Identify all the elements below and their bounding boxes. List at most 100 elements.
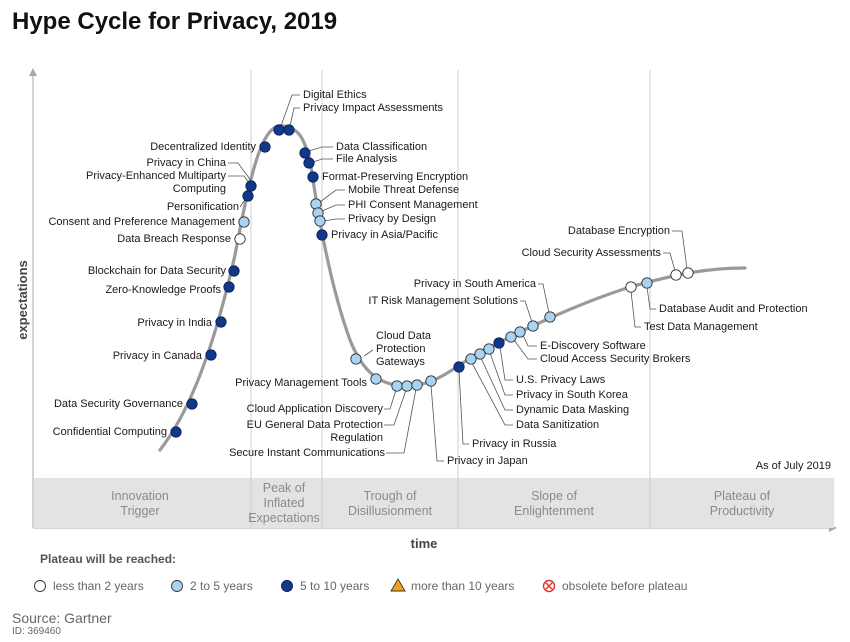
legend: less than 2 years 2 to 5 years 5 to 10 yea… — [34, 578, 687, 593]
label-privacy-in-russia: Privacy in Russia — [472, 438, 557, 450]
leader-it-risk-management-solutions — [520, 300, 533, 323]
legend-title: Plateau will be reached: — [40, 552, 177, 566]
leader-cloud-application-discovery — [384, 389, 397, 410]
label-personification: Personification — [167, 201, 239, 213]
marker-u-s-privacy-laws — [493, 337, 505, 349]
legend-label: 5 to 10 years — [300, 579, 369, 593]
label-eu-general-data-protection-regulation: EU General Data Protection Regulation — [247, 419, 383, 444]
phase-band-background — [34, 478, 834, 528]
label-privacy-in-south-america: Privacy in South America — [414, 278, 537, 290]
marker-digital-ethics — [273, 124, 285, 136]
label-zero-knowledge-proofs: Zero-Knowledge Proofs — [105, 284, 221, 296]
label-mobile-threat-defense: Mobile Threat Defense — [348, 184, 459, 196]
leader-privacy-by-design — [323, 218, 345, 222]
marker-privacy-in-asia-pacific — [316, 229, 328, 241]
label-format-preserving-encryption: Format-Preserving Encryption — [322, 171, 468, 183]
legend-symbol-circle — [171, 580, 183, 592]
leader-secure-instant-communications — [386, 388, 417, 454]
marker-e-discovery-software — [514, 326, 526, 338]
label-data-breach-response: Data Breach Response — [117, 233, 231, 245]
label-privacy-in-japan: Privacy in Japan — [447, 455, 528, 467]
technology-markers — [170, 124, 694, 438]
label-database-encryption: Database Encryption — [568, 225, 670, 237]
label-cloud-security-assessments: Cloud Security Assessments — [522, 247, 662, 259]
label-digital-ethics: Digital Ethics — [303, 89, 367, 101]
chart-title: Hype Cycle for Privacy, 2019 — [12, 8, 338, 35]
marker-test-data-management — [625, 281, 637, 293]
marker-cloud-application-discovery — [391, 380, 403, 392]
leader-dynamic-data-masking — [480, 357, 513, 411]
label-privacy-by-design: Privacy by Design — [348, 213, 436, 225]
label-e-discovery-software: E-Discovery Software — [540, 340, 646, 352]
label-blockchain-for-data-security: Blockchain for Data Security — [88, 265, 227, 277]
label-privacy-enhanced-multiparty-computing: Privacy-Enhanced Multiparty Computing — [86, 170, 227, 195]
leader-database-encryption — [672, 230, 688, 270]
phase-label-slope-of-enlightenment: Slope of Enlightenment — [514, 489, 594, 518]
legend-symbol-circle — [281, 580, 293, 592]
leader-cloud-data-protection-gateways — [363, 349, 374, 357]
label-cloud-data-protection-gateways: Cloud Data Protection Gateways — [376, 330, 432, 368]
marker-database-encryption — [682, 267, 694, 279]
x-axis-title: time — [411, 536, 438, 551]
marker-privacy-impact-assessments — [283, 124, 295, 136]
leader-cloud-security-assessments — [663, 252, 676, 272]
axis-titles: time expectations As of July 2019 — [15, 260, 831, 551]
legend-item-obsolete-before-plateau: obsolete before plateau — [542, 579, 687, 593]
marker-dynamic-data-masking — [474, 348, 486, 360]
label-file-analysis: File Analysis — [336, 153, 398, 165]
marker-privacy-by-design — [314, 215, 326, 227]
legend-item-5-to-10-years: 5 to 10 years — [281, 579, 369, 593]
marker-privacy-enhanced-multiparty-computing — [245, 180, 257, 192]
source-note: Source: Gartner — [12, 610, 112, 626]
y-axis-title: expectations — [15, 260, 30, 339]
legend-symbol-triangle — [390, 578, 406, 592]
marker-blockchain-for-data-security — [228, 265, 240, 277]
leader-data-sanitization — [471, 362, 513, 426]
label-privacy-in-south-korea: Privacy in South Korea — [516, 389, 629, 401]
marker-privacy-in-south-america — [544, 311, 556, 323]
label-data-sanitization: Data Sanitization — [516, 419, 599, 431]
leader-test-data-management — [630, 290, 641, 328]
leader-file-analysis — [312, 158, 333, 163]
marker-zero-knowledge-proofs — [223, 281, 235, 293]
leader-privacy-impact-assessments — [289, 107, 300, 127]
leader-phi-consent-management — [321, 204, 345, 212]
marker-privacy-in-canada — [205, 349, 217, 361]
leader-mobile-threat-defense — [319, 189, 345, 203]
label-privacy-in-canada: Privacy in Canada — [113, 350, 203, 362]
label-database-audit-and-protection: Database Audit and Protection — [659, 303, 808, 315]
legend-symbol-circle — [34, 580, 46, 592]
leader-database-audit-and-protection — [646, 286, 656, 310]
marker-personification — [242, 190, 254, 202]
marker-data-classification — [299, 147, 311, 159]
label-privacy-in-asia-pacific: Privacy in Asia/Pacific — [331, 229, 438, 241]
marker-database-audit-and-protection — [641, 277, 653, 289]
legend-label: obsolete before plateau — [562, 579, 687, 593]
marker-secure-instant-communications — [411, 379, 423, 391]
hype-curve-line — [158, 124, 747, 452]
label-data-security-governance: Data Security Governance — [54, 398, 183, 410]
label-data-classification: Data Classification — [336, 141, 427, 153]
leader-u-s-privacy-laws — [499, 346, 513, 381]
marker-privacy-management-tools — [370, 373, 382, 385]
technology-labels: Confidential Computing Data Security Gove… — [48, 89, 807, 467]
label-decentralized-identity: Decentralized Identity — [150, 141, 256, 153]
leader-data-classification — [308, 146, 333, 152]
leader-cloud-access-security-brokers — [513, 339, 537, 360]
marker-cloud-access-security-brokers — [505, 331, 517, 343]
leader-eu-general-data-protection-regulation — [384, 389, 407, 426]
marker-cloud-data-protection-gateways — [350, 353, 362, 365]
marker-privacy-in-japan — [425, 375, 437, 387]
label-confidential-computing: Confidential Computing — [53, 426, 167, 438]
phase-label-plateau-of-productivity: Plateau of Productivity — [710, 489, 775, 518]
marker-file-analysis — [303, 157, 315, 169]
document-id: ID: 369460 — [12, 626, 61, 637]
hype-curve — [158, 124, 747, 452]
label-dynamic-data-masking: Dynamic Data Masking — [516, 404, 629, 416]
marker-data-breach-response — [234, 233, 246, 245]
label-leader-lines — [228, 94, 688, 462]
phase-label-trough-of-disillusionment: Trough of Disillusionment — [348, 489, 433, 518]
marker-confidential-computing — [170, 426, 182, 438]
marker-privacy-in-south-korea — [483, 343, 495, 355]
